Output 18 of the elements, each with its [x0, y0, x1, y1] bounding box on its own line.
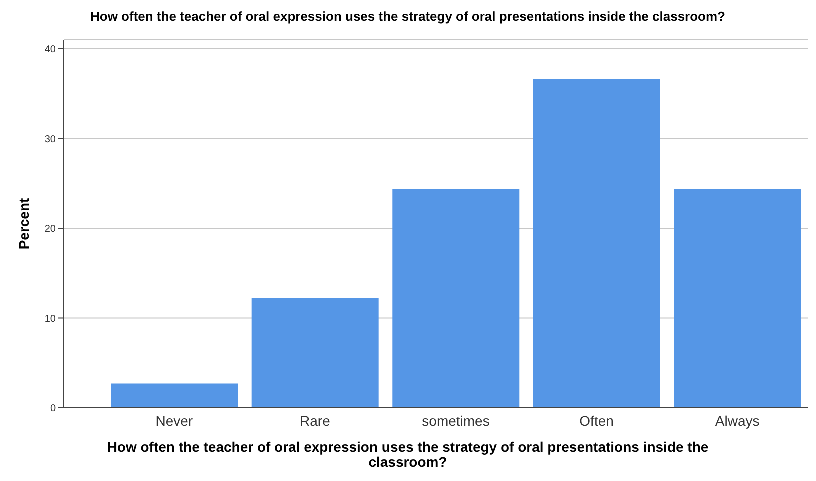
x-tick-label: sometimes — [422, 412, 490, 429]
x-axis-title: How often the teacher of oral expression uses the strategy of oral presentations inside the classroom? — [106, 438, 710, 470]
bar — [674, 188, 802, 408]
bar — [533, 79, 660, 408]
bar — [392, 188, 520, 408]
x-tick-label: Always — [715, 412, 760, 429]
bar — [111, 384, 238, 408]
bar — [252, 298, 379, 408]
y-tick-label: 20 — [44, 224, 56, 236]
y-tick-label: 0 — [50, 404, 56, 415]
x-tick-label: Often — [580, 412, 614, 429]
y-axis-title: Percent — [16, 198, 32, 250]
y-tick-label: 30 — [44, 134, 56, 146]
y-tick-label: 40 — [44, 44, 56, 56]
chart-title: How often the teacher of oral expression uses the strategy of oral presentations inside the classroom? — [90, 8, 726, 26]
x-tick-label: Rare — [300, 412, 331, 429]
y-tick-label: 10 — [44, 314, 56, 325]
x-tick-label: Never — [156, 412, 194, 429]
